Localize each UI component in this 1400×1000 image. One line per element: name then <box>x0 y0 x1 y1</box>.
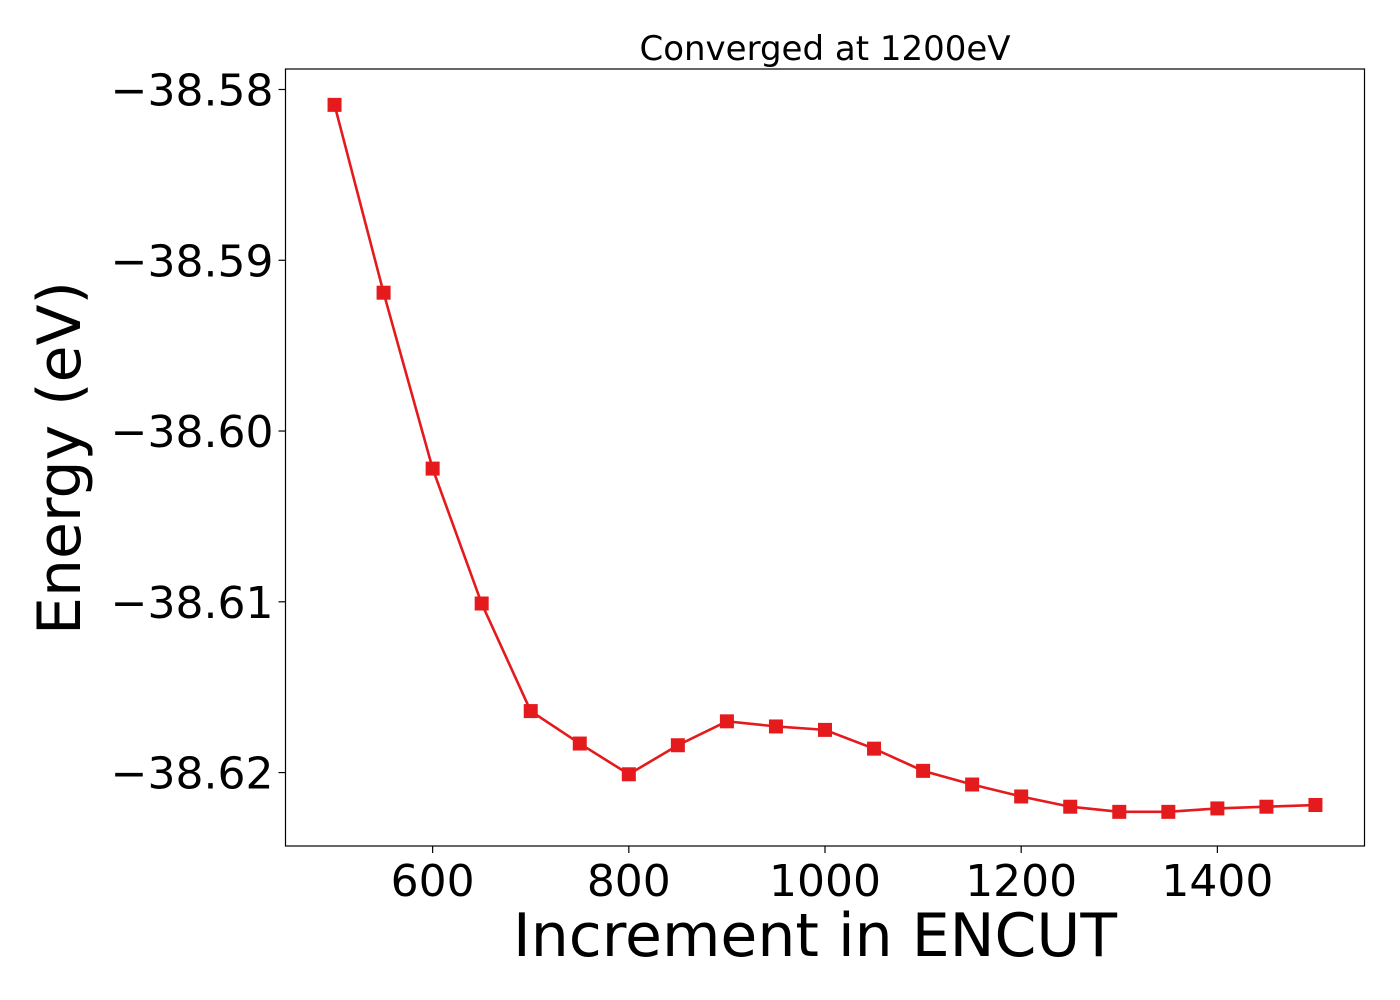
data-point-marker <box>818 722 832 737</box>
chart-title: Converged at 1200eV <box>639 29 1010 69</box>
y-tick-label: −38.60 <box>111 407 274 458</box>
data-point-marker <box>1063 799 1078 814</box>
x-tick-label: 1200 <box>965 856 1077 907</box>
data-point-marker <box>621 767 636 782</box>
y-tick-label: −38.59 <box>111 236 274 287</box>
data-point-marker <box>965 777 980 792</box>
y-axis-title: Energy (eV) <box>25 281 95 635</box>
x-tick-label: 800 <box>587 856 671 907</box>
data-point-marker <box>867 741 882 756</box>
y-tick-label: −38.61 <box>111 578 274 629</box>
plot-area <box>327 97 1323 819</box>
data-point-marker <box>523 704 538 719</box>
data-point-marker <box>1161 804 1176 819</box>
y-tick-label: −38.62 <box>111 749 274 800</box>
data-point-marker <box>1259 799 1274 814</box>
x-axis-title: Increment in ENCUT <box>513 901 1117 971</box>
x-tick-label: 600 <box>391 856 475 907</box>
y-tick-label: −38.58 <box>111 65 274 116</box>
data-point-marker <box>1308 798 1323 813</box>
data-point-marker <box>1210 801 1225 816</box>
data-point-marker <box>474 596 489 611</box>
data-point-marker <box>572 736 587 751</box>
data-point-marker <box>670 738 685 753</box>
x-axis: 600 800 1000 1200 1400 <box>391 846 1273 907</box>
data-point-marker <box>719 714 734 729</box>
x-tick-label: 1400 <box>1161 856 1273 907</box>
data-point-marker <box>376 285 391 300</box>
data-point-marker <box>1014 789 1029 804</box>
data-point-marker <box>327 97 342 112</box>
data-point-marker <box>916 763 931 778</box>
y-axis: −38.58 −38.59 −38.60 −38.61 −38.62 <box>111 65 286 800</box>
data-point-marker <box>1112 804 1127 819</box>
x-tick-label: 1000 <box>769 856 881 907</box>
data-point-marker <box>425 461 440 476</box>
data-point-marker <box>768 719 783 734</box>
